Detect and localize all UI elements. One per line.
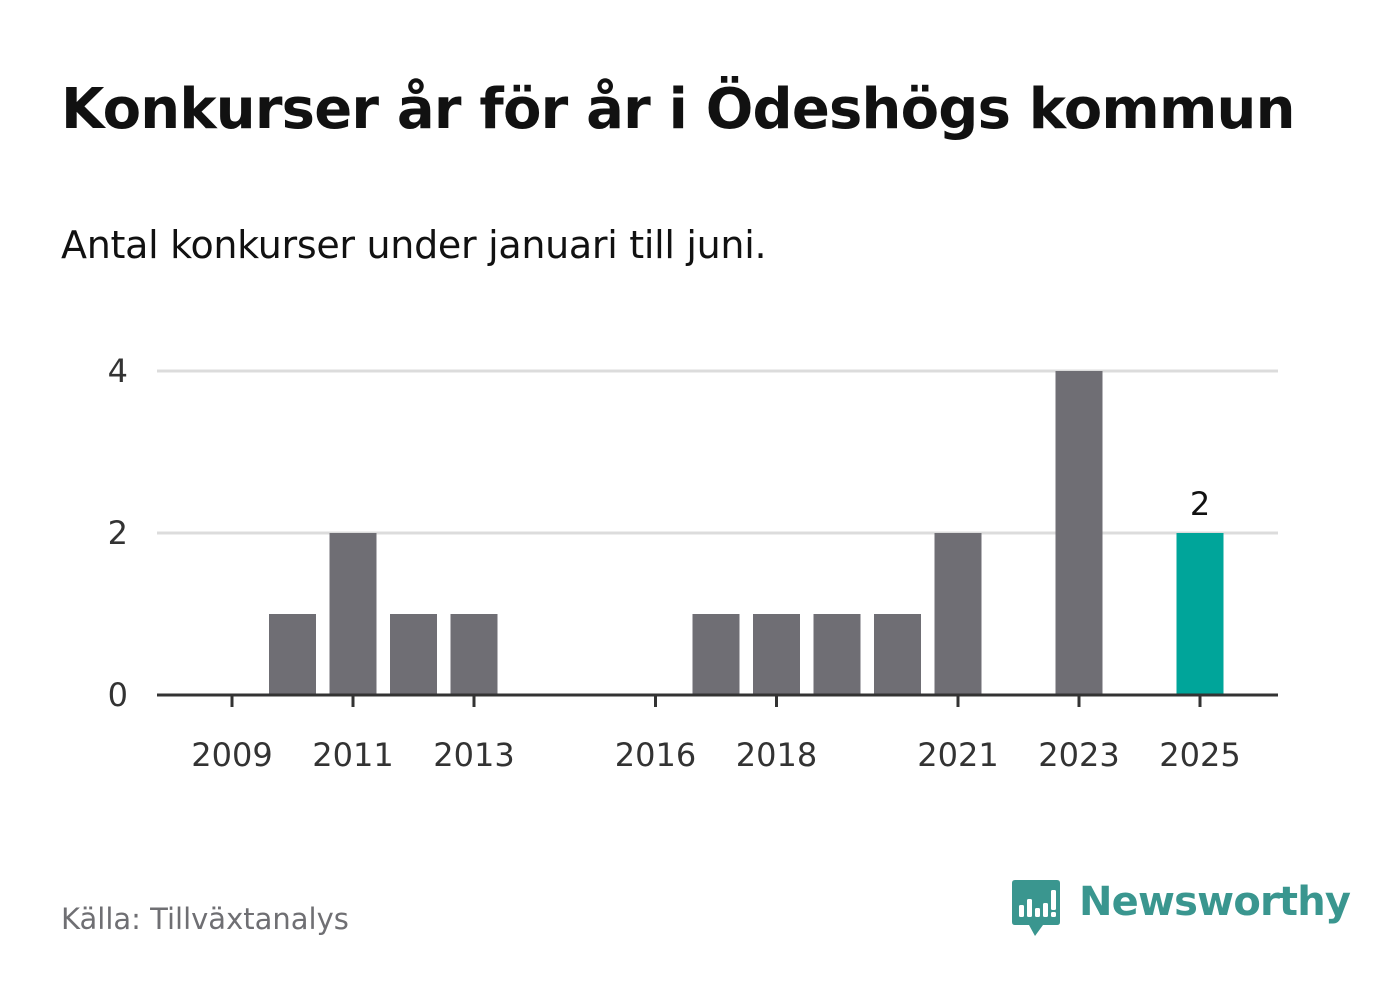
x-tick-label: 2018 bbox=[736, 736, 817, 774]
bar bbox=[692, 614, 740, 695]
bar bbox=[1176, 533, 1224, 695]
newsworthy-logo-icon bbox=[1012, 880, 1060, 936]
axes: 0 2 4 2009 2011 2013 2016 2018 2021 2023 2025 bbox=[108, 352, 1278, 774]
chart-subtitle: Antal konkurser under januari till juni. bbox=[61, 223, 767, 267]
y-tick-label: 2 bbox=[108, 514, 128, 552]
bar bbox=[329, 533, 377, 695]
chart-title: Konkurser år för år i Ödeshögs kommun bbox=[61, 77, 1295, 142]
bars bbox=[269, 371, 1224, 695]
bar bbox=[1055, 371, 1103, 695]
x-tick-label: 2021 bbox=[917, 736, 998, 774]
bar bbox=[813, 614, 861, 695]
bar bbox=[874, 614, 921, 695]
x-tick-label: 2013 bbox=[433, 736, 514, 774]
x-tick-label: 2009 bbox=[191, 736, 272, 774]
bar bbox=[753, 614, 800, 695]
newsworthy-logo: Newsworthy bbox=[1011, 878, 1351, 940]
bar bbox=[934, 533, 982, 695]
bar bbox=[269, 614, 316, 695]
y-tick-label: 4 bbox=[108, 352, 128, 390]
gridlines bbox=[157, 369, 1278, 535]
x-tick-label: 2011 bbox=[312, 736, 393, 774]
bar bbox=[390, 614, 437, 695]
brand-name: Newsworthy bbox=[1079, 879, 1351, 925]
source-note: Källa: Tillväxtanalys bbox=[61, 902, 349, 936]
data-labels: 2 bbox=[1190, 485, 1210, 523]
bar bbox=[450, 614, 498, 695]
x-tick-label: 2025 bbox=[1159, 736, 1240, 774]
data-label: 2 bbox=[1190, 485, 1210, 523]
y-tick-label: 0 bbox=[108, 676, 128, 714]
x-tick-label: 2016 bbox=[615, 736, 696, 774]
x-tick-label: 2023 bbox=[1038, 736, 1119, 774]
